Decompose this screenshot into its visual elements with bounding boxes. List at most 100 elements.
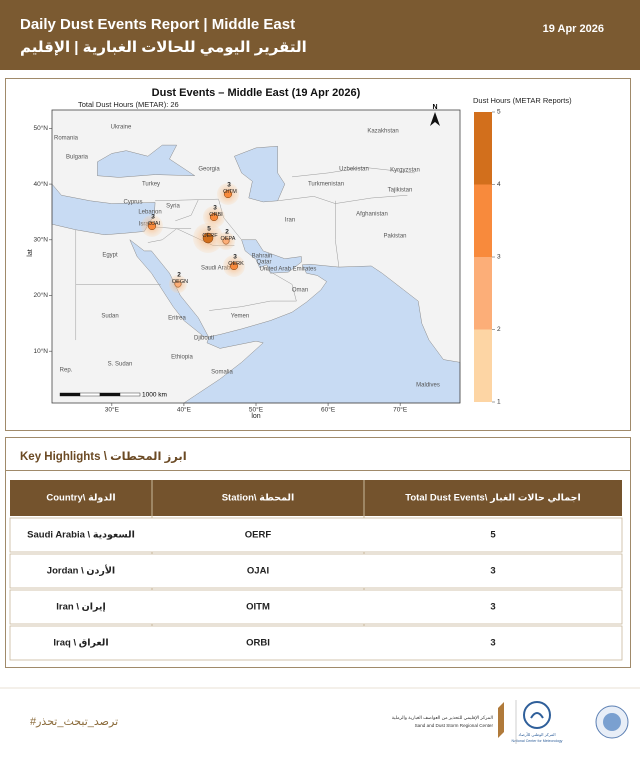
station-count: 5	[207, 226, 211, 233]
north-arrow	[430, 112, 440, 126]
country-label: Eritrea	[168, 316, 186, 322]
sea	[97, 144, 196, 178]
table-row	[9, 517, 623, 553]
ncm-name-ar: المركز الوطني للأرصاد	[518, 732, 555, 737]
border	[209, 267, 297, 311]
x-tick-label: 30°E	[105, 406, 120, 414]
x-tick-label: 40°E	[177, 406, 192, 414]
station-marker	[223, 189, 233, 199]
country-label: Djibouti	[194, 336, 214, 342]
station-name: OJAI	[148, 221, 161, 227]
y-axis-label: lat	[27, 249, 34, 256]
sdsrc-name-ar: المركز الإقليمي للتحذير من العواصف الغبا…	[392, 715, 493, 721]
country-label: Ethiopia	[171, 355, 193, 361]
scale-label: 1000 km	[142, 392, 167, 399]
table-header-cell: Station\ المحطة	[222, 493, 295, 504]
country-label: Kyrgyzstan	[390, 168, 420, 174]
x-tick-label: 50°E	[249, 406, 264, 414]
country-label: Rep.	[60, 368, 73, 374]
border	[277, 194, 408, 204]
country-label: Turkey	[142, 182, 160, 188]
north-label: N	[432, 104, 437, 111]
country-label: Pakistan	[383, 234, 406, 240]
scale-bar	[79, 392, 101, 397]
highlights-title: Key Highlights \ ابرز المحطات	[20, 451, 187, 463]
table-cell: 3	[490, 602, 495, 613]
station-name: OERF	[202, 233, 218, 239]
station-name: OEGN	[172, 279, 188, 285]
highlights-box	[5, 437, 631, 471]
country-label: Lebanon	[138, 210, 161, 216]
legend-tick-label: 1	[497, 399, 501, 406]
table-cell: OERF	[245, 530, 272, 541]
legend-tick-label: 4	[497, 181, 501, 188]
scale-bar	[99, 392, 121, 397]
table-header-cell: Country\ الدولة	[46, 493, 115, 504]
x-axis-label: lon	[251, 413, 260, 420]
country-label: Saudi Arabia	[201, 266, 236, 272]
table-row	[9, 625, 623, 661]
table-row	[9, 553, 623, 589]
table-cell: OJAI	[247, 566, 269, 577]
sea	[129, 238, 209, 338]
country-label: Yemen	[231, 314, 249, 320]
country-label: Afghanistan	[356, 212, 388, 218]
legend-tick-label: 5	[497, 109, 501, 116]
table-cell: ORBI	[246, 638, 270, 649]
map: Ukraine Kazakhstan Romania Bulgaria Georgia U…	[33, 104, 501, 414]
hashtag: #ترصد_تبحث_تحذر	[30, 716, 118, 728]
country-label: Somalia	[211, 370, 233, 376]
legend-tick-label: 3	[497, 254, 501, 261]
report-title: Daily Dust Events Report | Middle East	[20, 16, 295, 33]
country-label: Romania	[54, 136, 79, 142]
sdsrc-name-en: Sand and Dust Storm Regional Center	[415, 723, 494, 728]
country-label: Oman	[292, 288, 308, 294]
legend-title: Dust Hours (METAR Reports)	[473, 96, 572, 105]
scale-bar	[119, 392, 141, 397]
station-count: 2	[225, 229, 229, 236]
map-title: Dust Events – Middle East (19 Apr 2026)	[152, 87, 361, 99]
station-marker	[147, 221, 157, 231]
x-tick-label: 70°E	[393, 406, 408, 414]
report-date: 19 Apr 2026	[543, 23, 604, 35]
sea	[183, 264, 461, 404]
station-count: 2	[177, 272, 181, 279]
y-tick-label: 10°N	[33, 347, 48, 355]
x-tick-label: 60°E	[321, 406, 336, 414]
station-name: ORBI	[209, 212, 223, 218]
country-label: Kazakhstan	[367, 129, 398, 135]
border	[335, 200, 340, 268]
table: Country\ الدولة Station\ المحطة Total Dust…	[9, 480, 623, 661]
ncm-name-en: National Center for Meteorology	[512, 739, 563, 743]
border	[292, 167, 415, 178]
table-cell: Iraq \ العراق	[53, 638, 108, 649]
header-band	[0, 0, 640, 70]
scale-bar	[59, 392, 81, 397]
country-label: Tajikistan	[388, 188, 413, 194]
legend-swatch	[474, 329, 492, 402]
station-name: OERK	[228, 261, 244, 267]
ncm-logo-mark	[530, 712, 544, 719]
legend-swatch	[474, 184, 492, 257]
table-cell: Saudi Arabia \ السعودية	[27, 530, 135, 541]
station-name: OITM	[223, 189, 237, 195]
station-marker	[229, 261, 239, 271]
table-header-row	[10, 480, 622, 516]
sdsrc-logo	[498, 702, 504, 738]
station-marker	[209, 212, 219, 222]
country-label: Iran	[285, 218, 295, 224]
station-count: 3	[151, 214, 155, 221]
border	[175, 199, 199, 222]
wmo-logo-core	[603, 713, 621, 731]
country-label: Syria	[166, 204, 180, 210]
country-label: Bulgaria	[66, 155, 89, 161]
station-name: OEPA	[221, 236, 236, 242]
country-label: Sudan	[101, 314, 118, 320]
country-label: Egypt	[102, 253, 118, 259]
legend-swatch	[474, 112, 492, 185]
table-cell: 3	[490, 566, 495, 577]
station-marker	[174, 280, 182, 288]
y-tick-label: 20°N	[33, 291, 48, 299]
